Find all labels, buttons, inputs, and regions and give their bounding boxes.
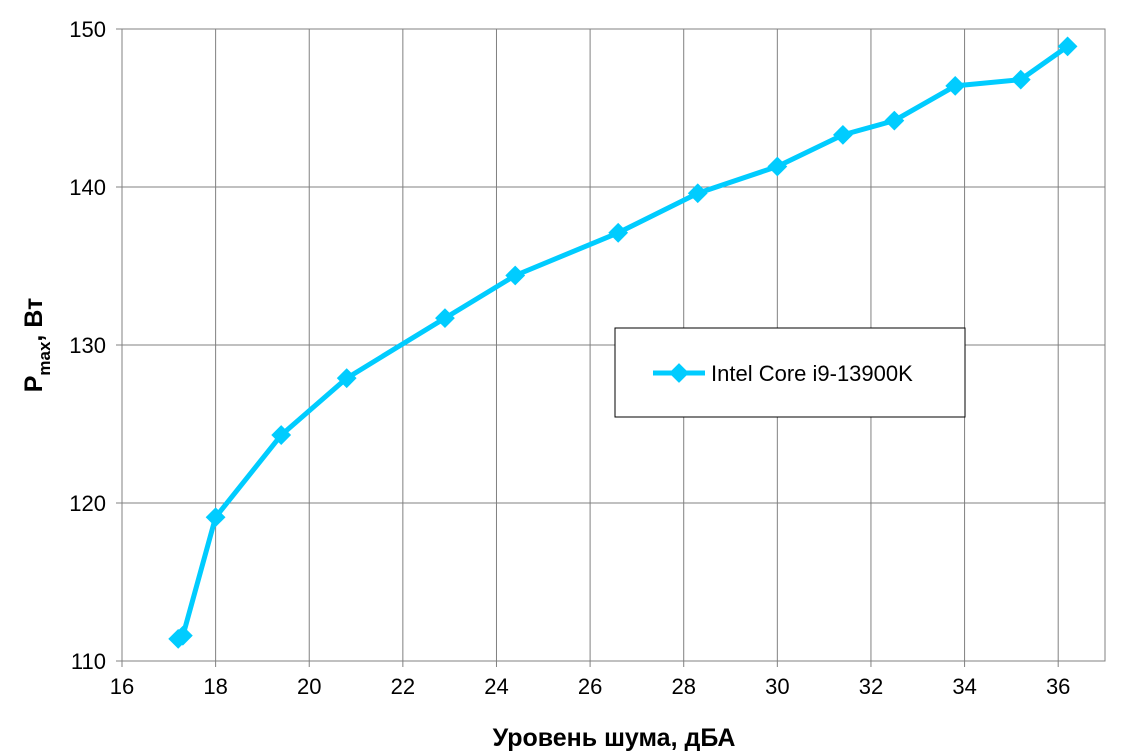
y-tick-label: 120 — [69, 491, 106, 516]
data-point — [767, 156, 788, 177]
legend: Intel Core i9-13900K — [614, 327, 966, 418]
x-axis-title: Уровень шума, дБА — [493, 724, 736, 752]
x-tick-label: 32 — [859, 674, 883, 699]
y-axis-title: Pmax, Вт — [20, 298, 54, 393]
x-axis-ticks: 16 18 20 22 24 26 28 30 32 34 36 — [110, 661, 1070, 699]
x-tick-label: 22 — [391, 674, 415, 699]
y-axis-title-main: P — [20, 376, 48, 393]
x-tick-label: 34 — [952, 674, 976, 699]
y-tick-label: 140 — [69, 175, 106, 200]
x-tick-label: 20 — [297, 674, 321, 699]
legend-label: Intel Core i9-13900K — [711, 361, 913, 386]
y-axis-title-rest: , Вт — [20, 298, 48, 342]
data-point — [172, 625, 193, 646]
x-tick-label: 18 — [203, 674, 227, 699]
x-tick-label: 24 — [484, 674, 508, 699]
x-tick-label: 30 — [765, 674, 789, 699]
data-point — [608, 222, 629, 243]
x-tick-label: 28 — [671, 674, 695, 699]
data-point — [505, 265, 526, 286]
data-point — [435, 308, 455, 329]
y-tick-label: 130 — [69, 333, 106, 358]
y-axis-title-subscript: max — [35, 341, 54, 376]
data-point — [336, 368, 357, 389]
data-point — [1057, 36, 1078, 57]
x-tick-label: 36 — [1046, 674, 1070, 699]
y-tick-label: 150 — [69, 17, 106, 42]
x-tick-label: 16 — [110, 674, 134, 699]
y-tick-label: 110 — [71, 649, 106, 674]
data-point — [833, 124, 853, 145]
data-point — [884, 110, 905, 131]
y-axis-ticks: 110 120 130 140 150 — [69, 17, 122, 674]
legend-marker-sample — [669, 363, 689, 383]
x-tick-label: 26 — [578, 674, 602, 699]
